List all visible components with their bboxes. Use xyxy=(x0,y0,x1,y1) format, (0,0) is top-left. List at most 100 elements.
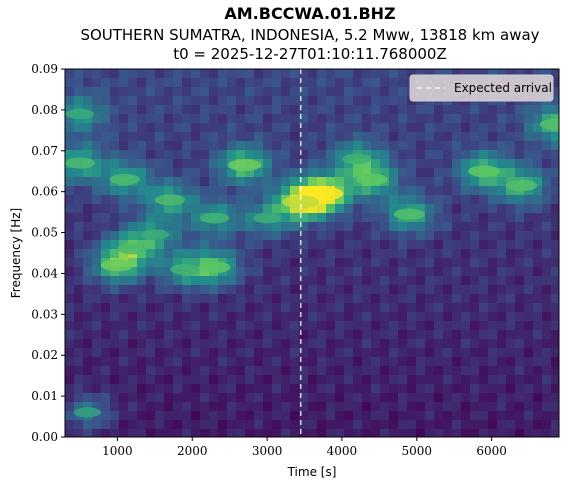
heatmap-cell xyxy=(308,267,318,277)
heatmap-cell xyxy=(407,402,417,412)
heatmap-cell xyxy=(497,168,507,178)
heatmap-cell xyxy=(227,393,237,403)
heatmap-cell xyxy=(479,375,489,385)
heatmap-cell xyxy=(110,294,120,304)
heatmap-cell xyxy=(155,321,165,331)
heatmap-cell xyxy=(146,213,156,223)
heatmap-cell xyxy=(497,267,507,277)
heatmap-cell xyxy=(326,258,336,268)
heatmap-cell xyxy=(389,186,399,196)
heatmap-cell xyxy=(461,411,471,421)
heatmap-cell xyxy=(380,87,390,97)
heatmap-cell xyxy=(173,303,183,313)
heatmap-cell xyxy=(461,312,471,322)
heatmap-cell xyxy=(209,168,219,178)
heatmap-cell xyxy=(119,411,129,421)
heatmap-cell xyxy=(74,141,84,151)
heatmap-cell xyxy=(515,159,525,169)
heatmap-cell xyxy=(497,303,507,313)
heatmap-cell xyxy=(200,222,210,232)
heatmap-cell xyxy=(380,294,390,304)
heatmap-cell xyxy=(461,267,471,277)
heatmap-cell xyxy=(542,339,552,349)
heatmap-cell xyxy=(119,222,129,232)
heatmap-cell xyxy=(254,249,264,259)
heatmap-cell xyxy=(398,330,408,340)
heatmap-cell xyxy=(497,186,507,196)
heatmap-cell xyxy=(335,87,345,97)
heatmap-cell xyxy=(263,402,273,412)
heatmap-cell xyxy=(236,366,246,376)
heatmap-cell xyxy=(92,393,102,403)
heatmap-cell xyxy=(344,330,354,340)
heatmap-cell xyxy=(470,357,480,367)
heatmap-cell xyxy=(83,168,93,178)
heatmap-cell xyxy=(551,321,559,331)
heatmap-cell xyxy=(164,96,174,106)
heatmap-cell xyxy=(533,321,543,331)
heatmap-cell xyxy=(65,132,75,142)
heatmap-cell xyxy=(317,159,327,169)
heatmap-cell xyxy=(200,87,210,97)
heatmap-cell xyxy=(182,177,192,187)
heatmap-cell xyxy=(173,276,183,286)
heatmap-cell xyxy=(218,132,228,142)
heatmap-cell xyxy=(443,150,453,160)
heatmap-cell xyxy=(362,339,372,349)
heatmap-cell xyxy=(236,294,246,304)
heatmap-cell xyxy=(497,348,507,358)
heatmap-cell xyxy=(353,249,363,259)
heatmap-cell xyxy=(290,96,300,106)
heatmap-cell xyxy=(308,321,318,331)
heatmap-cell xyxy=(65,240,75,250)
heatmap-cell xyxy=(173,231,183,241)
heatmap-cell xyxy=(218,105,228,115)
heatmap-cell xyxy=(389,177,399,187)
heatmap-cell xyxy=(290,78,300,88)
heatmap-cell xyxy=(461,150,471,160)
heatmap-cell xyxy=(407,330,417,340)
heatmap-cell xyxy=(362,366,372,376)
heatmap-cell xyxy=(380,312,390,322)
heatmap-cell xyxy=(434,303,444,313)
heatmap-cell xyxy=(470,249,480,259)
heatmap-cell xyxy=(452,384,462,394)
heatmap-cell xyxy=(110,69,120,79)
heatmap-cell xyxy=(308,276,318,286)
heatmap-cell xyxy=(227,105,237,115)
heatmap-cell xyxy=(488,375,498,385)
heatmap-cell xyxy=(209,429,219,437)
heatmap-cell xyxy=(200,366,210,376)
heatmap-cell xyxy=(128,123,138,133)
heatmap-cell xyxy=(542,330,552,340)
heatmap-cell xyxy=(272,96,282,106)
heatmap-cell xyxy=(515,204,525,214)
heatmap-cell xyxy=(479,420,489,430)
heatmap-cell xyxy=(389,150,399,160)
heatmap-cell xyxy=(137,285,147,295)
heatmap-cell xyxy=(110,375,120,385)
heatmap-cell xyxy=(182,204,192,214)
heatmap-cell xyxy=(119,159,129,169)
heatmap-cell xyxy=(299,303,309,313)
heatmap-cell xyxy=(83,114,93,124)
heatmap-cell xyxy=(515,150,525,160)
heatmap-cell xyxy=(488,159,498,169)
heatmap-cell xyxy=(425,411,435,421)
heatmap-cell xyxy=(191,411,201,421)
heatmap-cell xyxy=(173,114,183,124)
heatmap-cell xyxy=(524,204,534,214)
heatmap-cell xyxy=(263,393,273,403)
heatmap-cell xyxy=(74,78,84,88)
heatmap-cell xyxy=(200,132,210,142)
heatmap-cell xyxy=(326,339,336,349)
heatmap-cell xyxy=(137,357,147,367)
heatmap-cell xyxy=(389,348,399,358)
heatmap-cell xyxy=(137,159,147,169)
heatmap-cell xyxy=(173,393,183,403)
y-tick-label: 0.08 xyxy=(31,103,58,117)
heatmap-cell xyxy=(479,393,489,403)
heatmap-cell xyxy=(173,384,183,394)
heatmap-cell xyxy=(470,330,480,340)
heatmap-cell xyxy=(74,303,84,313)
